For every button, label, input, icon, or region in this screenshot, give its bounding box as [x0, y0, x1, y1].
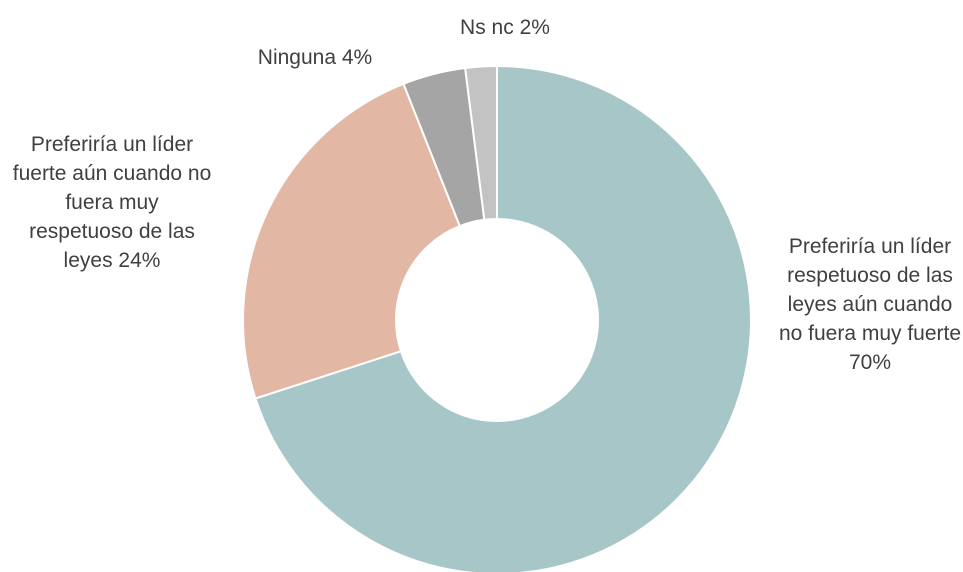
value-label: 70%	[848, 351, 892, 374]
slice-label: Ns nc 2%	[420, 13, 590, 42]
category-name: Ns nc	[460, 16, 514, 39]
category-name: Preferiría un líder respetuoso de las le…	[778, 235, 962, 345]
donut-slice	[242, 82, 462, 400]
donut-slice	[464, 64, 498, 221]
slice-label: Preferiría un líder respetuoso de las le…	[775, 232, 963, 377]
category-name: Ninguna	[257, 46, 337, 69]
category-name: Preferiría un líder fuerte aún cuando no…	[12, 133, 212, 272]
value-label: 24%	[118, 249, 161, 272]
value-label: 2%	[519, 16, 550, 39]
donut-slice	[254, 64, 752, 572]
slice-label: Preferiría un líder fuerte aún cuando no…	[12, 130, 212, 275]
value-label: 4%	[341, 46, 373, 69]
slice-label: Ninguna 4%	[225, 43, 405, 72]
